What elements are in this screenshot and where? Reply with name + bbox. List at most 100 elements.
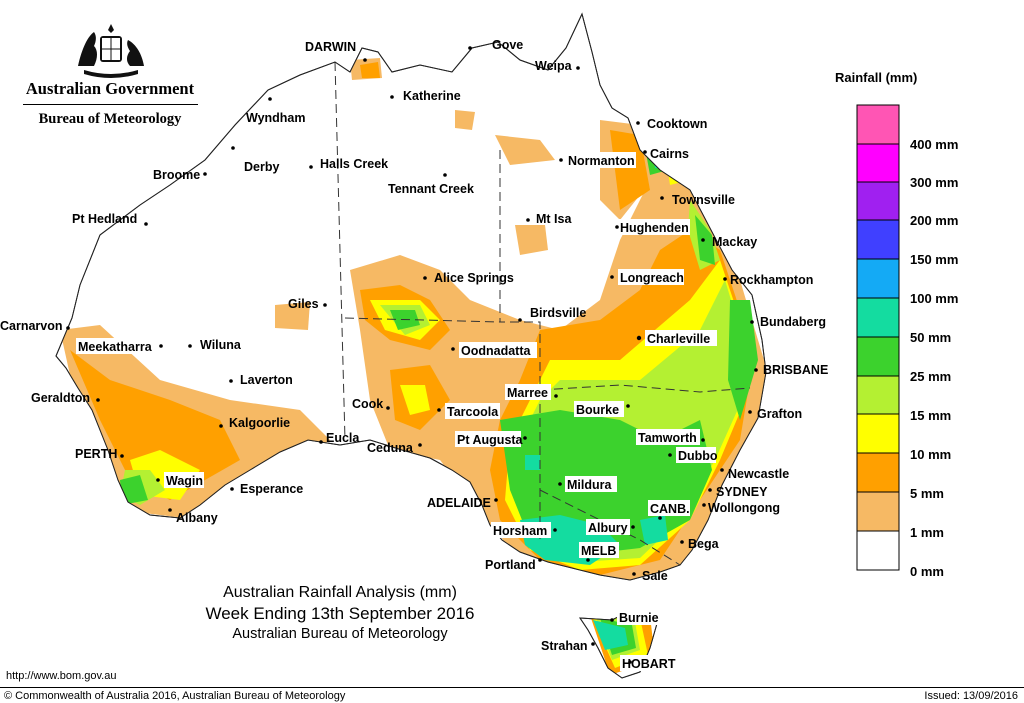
legend-label: 150 mm [910,252,959,267]
place-dubbo: Dubbo [668,447,718,463]
place-sale-label: Sale [642,569,668,583]
place-cooktown-label: Cooktown [647,117,707,131]
place-portland: Portland [485,558,542,572]
place-bega-label: Bega [688,537,720,551]
place-strahan: Strahan [541,639,595,653]
title-line-1: Australian Rainfall Analysis (mm) [223,584,457,601]
legend-swatch-1mm [856,491,900,532]
footer-divider [0,687,1024,688]
place-bundaberg-label: Bundaberg [760,315,826,329]
legend-bar [856,104,900,571]
place-katherine-label: Katherine [403,89,461,103]
place-ceduna-label: Ceduna [367,441,414,455]
place-dubbo-label: Dubbo [678,449,718,463]
place-tamworth: Tamworth [636,429,705,445]
place-mt-isa: Mt Isa [526,212,572,226]
place-giles: Giles [288,297,327,311]
place-wiluna: Wiluna [188,338,242,352]
place-bourke-label: Bourke [576,403,619,417]
legend-swatch-400mm [856,104,900,145]
place-alice-springs-label: Alice Springs [434,271,514,285]
place-eucla: Eucla [319,431,360,445]
place-labels: DARWIN Gove Weipa Katherine Wyndham Cook… [0,38,828,671]
place-oodnadatta-label: Oodnadatta [461,344,531,358]
place-esperance-label: Esperance [240,482,303,496]
government-name: Australian Government [25,79,195,98]
website-url[interactable]: http://www.bom.gov.au [6,670,117,682]
place-bundaberg: Bundaberg [750,315,826,329]
place-carnarvon: Carnarvon [0,319,70,333]
place-halls-creek-label: Halls Creek [320,157,388,171]
place-albany: Albany [168,508,218,525]
place-albury-label: Albury [588,521,628,535]
place-tennant-creek-label: Tennant Creek [388,182,474,196]
place-tarcoola: Tarcoola [437,403,500,419]
place-eucla-label: Eucla [326,431,360,445]
place-cook: Cook [352,397,390,411]
place-cairns: Cairns [643,147,689,161]
legend-label: 15 mm [910,408,952,423]
place-rockhampton-label: Rockhampton [730,273,813,287]
place-adelaide-label: ADELAIDE [427,496,491,510]
place-gove: Gove [468,38,523,52]
place-burnie: Burnie [610,609,661,625]
legend-swatch-100mm [856,258,900,299]
place-kalgoorlie-label: Kalgoorlie [229,416,290,430]
place-darwin: DARWIN [305,40,367,62]
place-tennant-creek: Tennant Creek [388,173,474,196]
place-sydney: SYDNEY [708,485,768,499]
legend-label: 0 mm [910,564,944,579]
place-strahan-label: Strahan [541,639,588,653]
place-hobart: HOBART [620,655,676,671]
place-laverton: Laverton [229,373,293,387]
place-normanton-label: Normanton [568,154,635,168]
place-melb-label: MELB [581,544,616,558]
place-meekatharra: Meekatharra [76,338,163,354]
legend-swatch-150mm [856,219,900,260]
place-longreach: Longreach [610,269,684,285]
place-cook-label: Cook [352,397,383,411]
agency-header: Australian Government Bureau of Meteorol… [20,15,200,128]
place-hughenden: Hughenden [615,219,690,235]
legend-label: 400 mm [910,137,959,152]
place-melb: MELB [579,542,619,562]
place-geraldton: Geraldton [31,391,100,405]
place-pt-augusta: Pt Augusta [455,431,527,447]
place-derby: Derby [231,146,279,174]
place-canb: CANB. [648,500,690,520]
place-townsville: Townsville [660,193,735,207]
place-carnarvon-label: Carnarvon [0,319,63,333]
place-meekatharra-label: Meekatharra [78,340,153,354]
legend-label: 5 mm [910,486,944,501]
place-laverton-label: Laverton [240,373,293,387]
place-albany-label: Albany [176,511,218,525]
coat-of-arms-logo [78,24,144,78]
place-canb-label: CANB. [650,502,690,516]
place-horsham-label: Horsham [493,524,547,538]
place-katherine: Katherine [390,89,461,103]
bureau-name: Bureau of Meteorology [38,111,182,127]
place-longreach-label: Longreach [620,271,684,285]
place-cairns-label: Cairns [650,147,689,161]
place-marree-label: Marree [507,386,548,400]
legend-swatch-5mm [856,452,900,493]
place-rockhampton: Rockhampton [723,273,813,287]
place-mackay: Mackay [701,235,757,249]
map-title: Australian Rainfall Analysis (mm) Week E… [180,582,500,645]
place-wollongong-label: Wollongong [708,501,780,515]
place-wagin-label: Wagin [166,474,203,488]
place-derby-label: Derby [244,160,279,174]
place-newcastle-label: Newcastle [728,467,789,481]
place-hobart-label: HOBART [622,657,676,671]
place-bourke: Bourke [574,401,630,417]
place-wyndham: Wyndham [246,97,306,125]
place-wollongong: Wollongong [702,501,780,515]
place-mackay-label: Mackay [712,235,757,249]
place-bega: Bega [680,537,720,551]
place-charleville-label: Charleville [647,332,710,346]
place-birdsville: Birdsville [518,306,586,322]
place-charleville: Charleville [636,330,717,346]
legend-swatch-50mm [856,297,900,338]
legend-label: 200 mm [910,213,959,228]
